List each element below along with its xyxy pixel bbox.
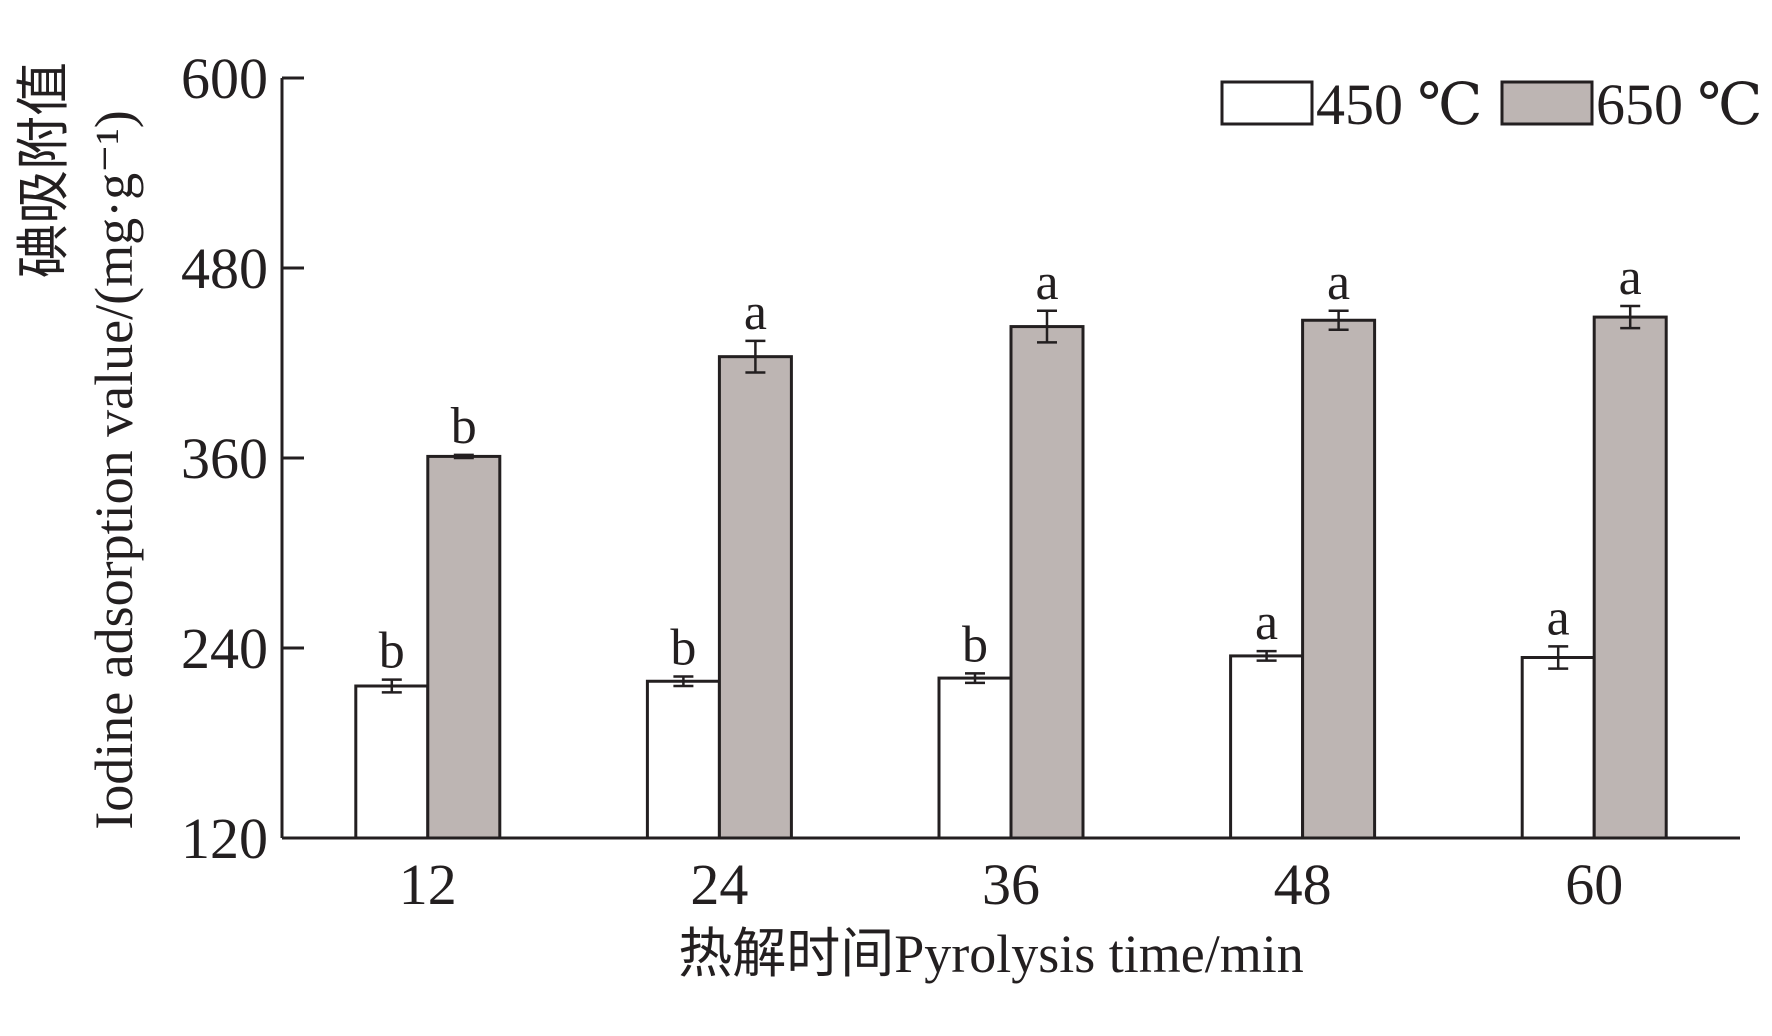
bar-s1-60 — [1520, 656, 1596, 840]
y-tick-label-600: 600 — [181, 46, 268, 111]
bar-s2-24 — [717, 355, 793, 840]
sig-label-s1-48: a — [1255, 594, 1278, 651]
legend-swatch-1 — [1220, 80, 1314, 126]
legend-label-2: 650 ℃ — [1596, 72, 1762, 137]
legend-label-1: 450 ℃ — [1316, 72, 1482, 137]
x-tick-label-48: 48 — [1274, 852, 1332, 917]
y-tick-label-240: 240 — [181, 616, 268, 681]
y-axis-title-group: 碘吸附值 Iodine adsorption value/(mg·g⁻¹) — [14, 62, 144, 830]
legend: 450 ℃ 650 ℃ — [1220, 72, 1762, 137]
x-axis-title: 热解时间Pyrolysis time/min — [678, 924, 1304, 984]
y-tick-label-120: 120 — [181, 806, 268, 871]
sig-label-s1-36: b — [962, 616, 988, 673]
bar-s1-36 — [937, 676, 1013, 840]
x-tick-label-12: 12 — [399, 852, 457, 917]
sig-label-s2-48: a — [1327, 254, 1350, 311]
sig-label-s1-12: b — [379, 623, 405, 680]
bar-s1-48 — [1229, 654, 1305, 840]
bar-s2-12 — [426, 454, 502, 840]
x-tick-label-36: 36 — [982, 852, 1040, 917]
sig-label-s1-24: b — [670, 620, 696, 677]
y-tick-label-360: 360 — [181, 426, 268, 491]
y-axis-title: 碘吸附值 Iodine adsorption value/(mg·g⁻¹) — [14, 62, 144, 830]
sig-label-s2-60: a — [1619, 249, 1642, 306]
bar-s2-48 — [1301, 318, 1377, 840]
sig-label-s2-24: a — [744, 284, 767, 341]
axes: 120 240 360 480 600 12 24 36 48 60 — [181, 46, 1740, 917]
bar-s1-24 — [645, 679, 721, 840]
y-axis-title-en: Iodine adsorption value/(mg·g⁻¹) — [84, 110, 144, 830]
bar-s1-12 — [354, 684, 430, 840]
x-tick-label-60: 60 — [1565, 852, 1623, 917]
sig-label-s2-36: a — [1035, 254, 1058, 311]
y-tick-label-480: 480 — [181, 236, 268, 301]
sig-label-s2-12: b — [451, 398, 477, 455]
bar-s2-60 — [1592, 315, 1668, 840]
y-axis-title-zh: 碘吸附值 — [14, 62, 74, 278]
plot-area: b b b a b a a a a a — [354, 249, 1668, 840]
sig-label-s1-60: a — [1547, 589, 1570, 646]
x-tick-label-24: 24 — [690, 852, 748, 917]
legend-swatch-2 — [1500, 80, 1594, 126]
bar-s2-36 — [1009, 325, 1085, 840]
